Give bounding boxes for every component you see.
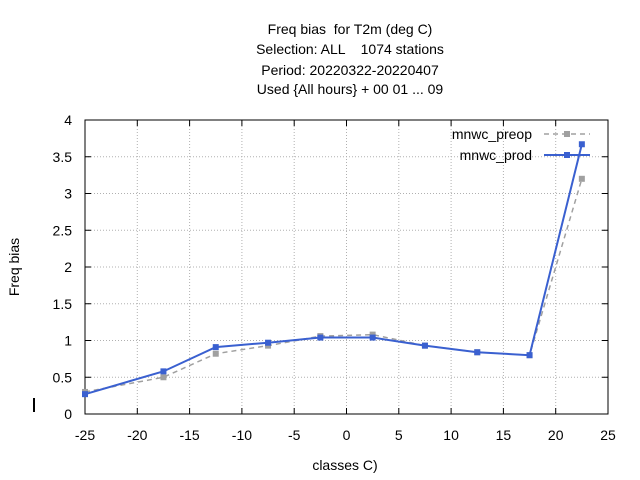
data-point — [212, 344, 219, 351]
x-tick-label: 10 — [443, 427, 459, 443]
x-tick-label: 20 — [548, 427, 564, 443]
y-tick-label: 0.5 — [53, 369, 73, 385]
legend-entry: mnwc_prod — [460, 147, 590, 163]
y-tick-label: 0 — [64, 406, 72, 422]
data-point — [474, 349, 481, 356]
data-point — [82, 391, 88, 398]
x-tick-label: -10 — [232, 427, 252, 443]
series-mnwc_prod — [82, 141, 585, 398]
x-tick-label: 5 — [395, 427, 403, 443]
legend-label: mnwc_prod — [460, 147, 532, 163]
y-tick-label: 1.5 — [53, 296, 73, 312]
data-point — [421, 342, 428, 349]
data-point — [578, 175, 585, 182]
x-axis-label: classes C) — [312, 457, 377, 473]
y-tick-label: 1 — [64, 333, 72, 349]
x-tick-label: -15 — [179, 427, 199, 443]
y-tick-label: 2 — [64, 259, 72, 275]
x-tick-label: 0 — [343, 427, 351, 443]
series-line — [84, 178, 583, 393]
data-point — [160, 368, 167, 375]
axis-ticks: -25 -20 -15 -10 -5 0 5 10 15 20 25 0 0.5 1 1.5 2 2.5 3 3.5… — [53, 112, 616, 443]
y-axis-label: Freq bias — [6, 238, 22, 296]
series-mnwc_preop — [82, 175, 585, 395]
chart-title-line-3: Period: 20220322-20220407 — [261, 62, 439, 78]
series-layer — [82, 141, 585, 398]
data-point — [160, 374, 167, 381]
x-tick-label: -5 — [288, 427, 301, 443]
data-point — [265, 339, 272, 346]
legend-marker — [564, 131, 570, 137]
legend-entry: mnwc_preop — [452, 126, 590, 142]
y-tick-label: 4 — [64, 112, 72, 128]
chart-title-line-1: Freq bias for T2m (deg C) — [267, 21, 433, 37]
chart-title-line-4: Used {All hours} + 00 01 ... 09 — [256, 81, 444, 97]
x-tick-label: 25 — [600, 427, 616, 443]
chart-title-line-2: Selection: ALL 1074 stations — [256, 41, 444, 57]
x-tick-label: -25 — [75, 427, 95, 443]
y-tick-label: 2.5 — [53, 222, 73, 238]
data-point — [526, 352, 533, 359]
data-point — [317, 334, 324, 341]
data-point — [212, 350, 219, 357]
x-tick-label: -20 — [127, 427, 147, 443]
series-line — [84, 144, 583, 396]
data-point — [369, 334, 376, 341]
grid — [85, 120, 608, 414]
legend: mnwc_preop mnwc_prod — [452, 126, 590, 163]
legend-label: mnwc_preop — [452, 126, 532, 142]
legend-marker — [564, 152, 570, 158]
x-tick-label: 15 — [496, 427, 512, 443]
data-point — [578, 141, 585, 148]
y-tick-label: 3 — [64, 186, 72, 202]
y-tick-label: 3.5 — [53, 149, 73, 165]
